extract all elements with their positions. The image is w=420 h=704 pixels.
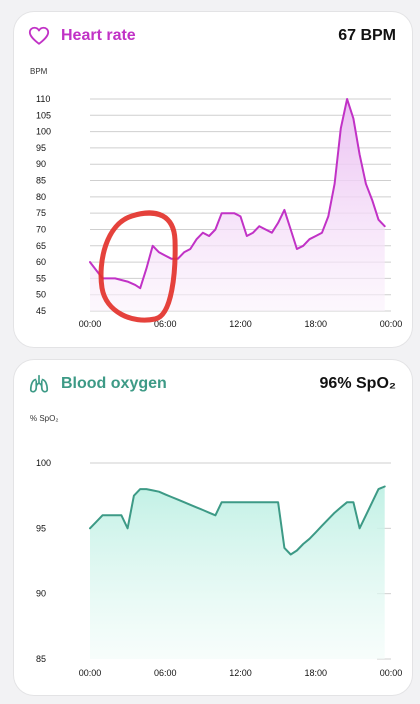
hr-y-tick-label: 45 <box>36 306 46 316</box>
blood-oxygen-value: 96% SpO₂ <box>319 375 396 392</box>
hr-x-tick-label: 00:00 <box>79 319 102 329</box>
hr-y-tick-label: 80 <box>36 192 46 202</box>
lungs-icon <box>29 374 49 393</box>
hr-x-tick-label: 00:00 <box>380 319 403 329</box>
heart-rate-chart: BPM 110 105 100 95 90 85 80 75 70 65 60 55 50 45 00:0… <box>30 67 403 329</box>
hr-x-tick-label: 06:00 <box>154 319 177 329</box>
ox-y-tick-label: 95 <box>36 523 46 533</box>
hr-y-tick-label: 105 <box>36 110 51 120</box>
ox-y-tick-label: 100 <box>36 458 51 468</box>
ox-y-tick-label: 90 <box>36 589 46 599</box>
heart-rate-card[interactable]: Heart rate 67 BPM BPM 110 105 100 95 90 85 80 7… <box>14 12 412 347</box>
heart-rate-title: Heart rate <box>61 27 136 44</box>
hr-y-tick-label: 60 <box>36 257 46 267</box>
ox-x-tick-label: 18:00 <box>304 668 327 678</box>
blood-oxygen-chart: % SpO₂ 100 95 90 85 00:00 06:00 12:00 18:00 00:… <box>30 414 403 678</box>
blood-oxygen-title: Blood oxygen <box>61 375 167 392</box>
ox-y-tick-label: 85 <box>36 654 46 664</box>
hr-y-tick-label: 90 <box>36 159 46 169</box>
hr-y-tick-label: 65 <box>36 241 46 251</box>
hr-y-tick-label: 85 <box>36 176 46 186</box>
heart-rate-unit-label: BPM <box>30 67 48 76</box>
blood-oxygen-area <box>90 486 385 659</box>
hr-y-tick-label: 110 <box>36 94 50 104</box>
hr-y-tick-label: 100 <box>36 127 51 137</box>
heart-rate-area <box>90 99 385 311</box>
hr-x-tick-label: 12:00 <box>229 319 252 329</box>
hr-y-tick-label: 70 <box>36 224 46 234</box>
ox-x-tick-label: 00:00 <box>380 668 403 678</box>
heart-icon <box>28 26 50 45</box>
blood-oxygen-card[interactable]: Blood oxygen 96% SpO₂ % SpO₂ 100 95 90 85 0… <box>14 360 412 695</box>
ox-x-tick-label: 06:00 <box>154 668 177 678</box>
hr-y-tick-label: 75 <box>36 208 46 218</box>
hr-y-tick-label: 95 <box>36 143 46 153</box>
ox-x-tick-label: 00:00 <box>79 668 102 678</box>
hr-y-tick-label: 50 <box>36 290 46 300</box>
heart-rate-line <box>89 98 386 290</box>
heart-rate-value: 67 BPM <box>338 27 396 44</box>
ox-x-tick-label: 12:00 <box>229 668 252 678</box>
red-circle-annotation <box>98 210 178 323</box>
blood-oxygen-line <box>89 485 386 556</box>
hr-y-tick-label: 55 <box>36 273 46 283</box>
blood-oxygen-unit-label: % SpO₂ <box>30 414 58 423</box>
hr-x-tick-label: 18:00 <box>304 319 327 329</box>
